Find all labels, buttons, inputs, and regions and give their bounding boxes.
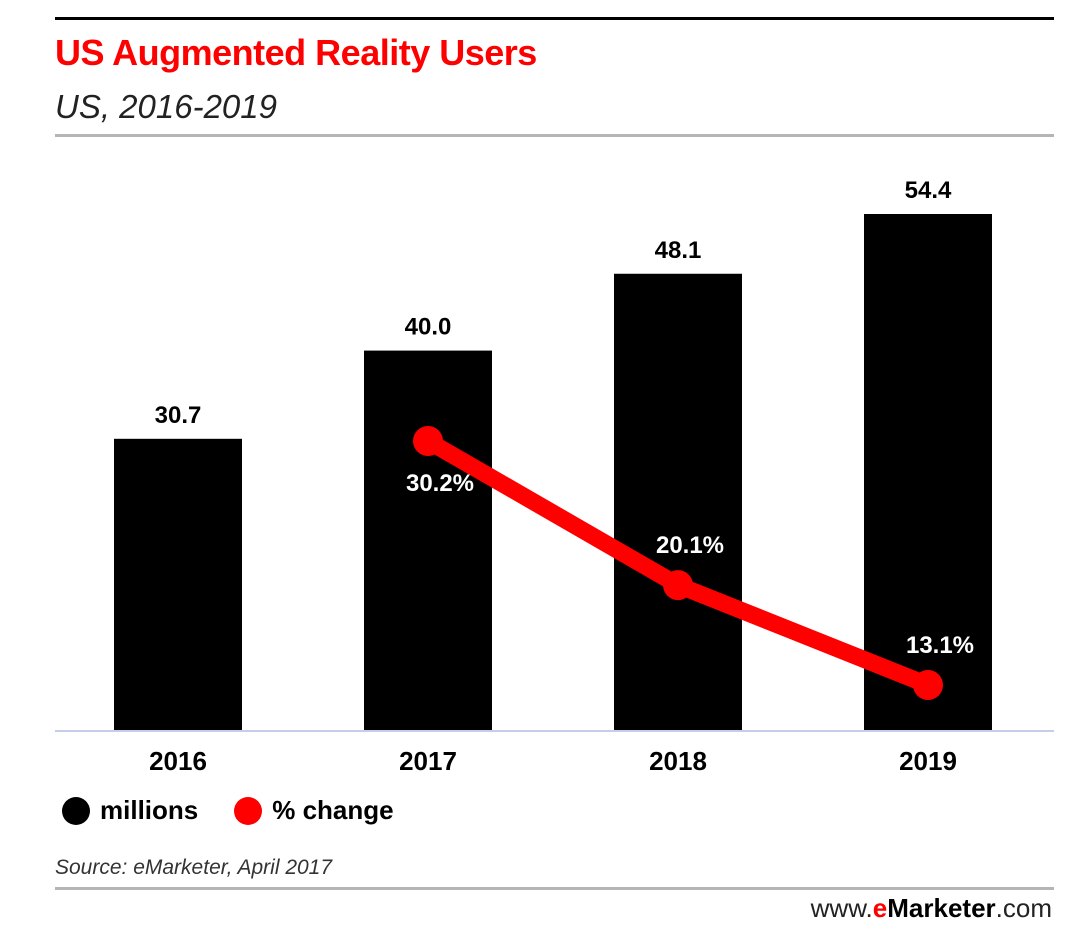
bottom-rule — [55, 887, 1054, 890]
bar-2016 — [114, 438, 242, 730]
legend-swatch-millions — [62, 796, 90, 825]
pct-change-label-2019: 13.1% — [906, 632, 974, 659]
legend-swatch-pct-change — [234, 796, 263, 825]
bar-2019 — [864, 214, 992, 730]
pct-change-point-2018 — [663, 570, 693, 601]
legend: millions % change — [62, 795, 430, 826]
pct-change-label-2017: 30.2% — [406, 470, 474, 497]
legend-label-pct-change: % change — [272, 795, 394, 825]
bar-value-label-2019: 54.4 — [905, 177, 952, 204]
chart-subtitle: US, 2016-2019 — [55, 88, 277, 125]
legend-item-millions: millions — [62, 795, 198, 826]
bar-2017 — [364, 350, 492, 730]
subtitle-rule — [55, 134, 1054, 137]
bar-2018 — [614, 273, 742, 730]
legend-label-millions: millions — [100, 795, 199, 825]
pct-change-label-2018: 20.1% — [656, 532, 724, 559]
top-rule — [55, 17, 1054, 20]
x-tick-label-2018: 2018 — [649, 746, 707, 776]
brand-e: e — [872, 893, 888, 923]
brand-prefix: www. — [810, 893, 873, 923]
pct-change-point-2019 — [913, 670, 943, 700]
chart-title: US Augmented Reality Users — [55, 32, 537, 73]
brand-suffix: .com — [995, 893, 1052, 923]
bar-value-label-2017: 40.0 — [405, 314, 452, 341]
bar-value-label-2016: 30.7 — [155, 402, 202, 429]
x-tick-label-2016: 2016 — [149, 746, 207, 776]
x-tick-label-2019: 2019 — [899, 746, 957, 776]
x-tick-label-2017: 2017 — [399, 746, 457, 776]
bar-value-label-2018: 48.1 — [655, 237, 702, 264]
brand-name: Marketer — [887, 893, 996, 923]
brand-logo: www.eMarketer.com — [811, 893, 1052, 924]
legend-item-pct-change: % change — [234, 795, 394, 826]
source-note: Source: eMarketer, April 2017 — [55, 856, 333, 879]
pct-change-point-2017 — [413, 426, 443, 456]
